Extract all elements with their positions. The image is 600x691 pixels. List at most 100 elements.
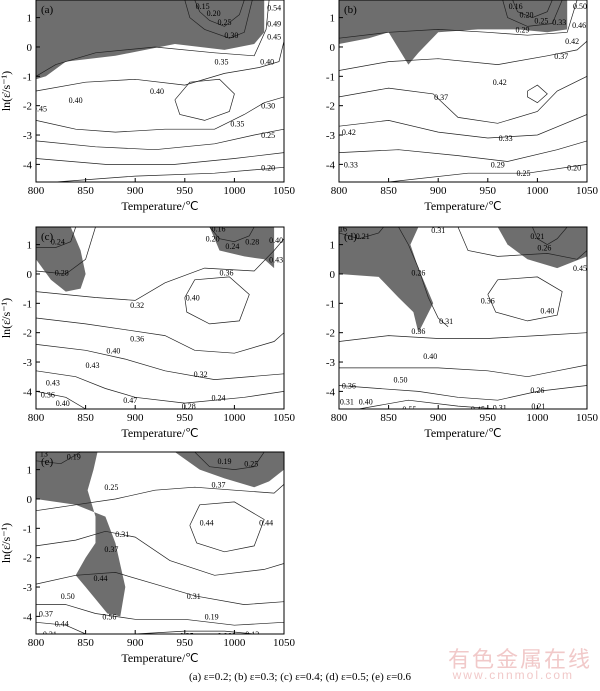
y-tick-label: 0 (330, 269, 336, 281)
x-tick-label: 900 (127, 412, 144, 424)
y-tick-label: -3 (326, 357, 336, 369)
x-tick-label: 1000 (223, 185, 246, 197)
contour-label: 0.31 (493, 404, 507, 413)
contour-label: 0.13 (245, 630, 259, 639)
contour-line (184, 0, 253, 39)
x-tick-label: 1050 (273, 185, 296, 197)
contour-label: 0.44 (93, 574, 107, 583)
plot-area: 0.240.280.160.200.24 0.28 0.400.430.360.32… (36, 227, 284, 417)
contour-line (339, 40, 587, 71)
contour-line (174, 78, 235, 121)
x-tick-label: 850 (77, 185, 94, 197)
contour-line (194, 452, 265, 470)
contour-label: 0.25 (517, 169, 531, 178)
contour-label: 0.40 (106, 346, 120, 355)
contour-line (36, 370, 284, 404)
plot-area: 13 0.190.250.19 0.250.370.44 0.440.310.370.… (36, 452, 284, 640)
y-tick-label: -4 (23, 611, 33, 623)
contour-line (36, 452, 81, 465)
x-tick-label: 850 (380, 412, 397, 424)
y-tick-label: -3 (326, 130, 336, 142)
contour-label: 0.32 (130, 301, 144, 310)
x-tick-label: 800 (331, 185, 348, 197)
contour-label: 0.50 (573, 2, 587, 11)
contour-label: 0.56 (102, 612, 116, 621)
contour-line (358, 399, 498, 409)
contour-label: 0.44 (200, 518, 214, 527)
contour-label: 0.21 (530, 232, 544, 241)
contour-line (36, 621, 86, 634)
y-tick-label: 1 (330, 13, 336, 25)
y-tick-label: -2 (326, 328, 335, 340)
contour-label: 0.29 (491, 160, 505, 169)
contour-line (209, 227, 255, 243)
contour-label: 0.40 (150, 87, 164, 96)
contour-label: 0.35 (230, 119, 244, 128)
contour-label: 0.43 (269, 255, 283, 264)
x-tick-label: 800 (28, 637, 45, 649)
contour-line (339, 140, 587, 162)
contour-label: 0.26 (530, 386, 544, 395)
x-tick-label: 900 (127, 185, 144, 197)
watermark-url: www.cnnmol.com (452, 668, 574, 682)
contour-label: 0.42 (565, 37, 579, 46)
contour-label: 0.31 (115, 530, 129, 539)
contour-label: 0.40 (260, 58, 274, 67)
chart-panel-c: 0.240.280.160.200.24 0.28 0.400.430.360.32… (0, 226, 296, 440)
contour-label: 0.28 (245, 238, 259, 247)
contour-label: 0.31 (340, 398, 354, 407)
contour-line (512, 0, 553, 18)
contour-label: 0.28 (41, 408, 55, 417)
contour-line (36, 152, 284, 165)
plot-frame (338, 0, 588, 183)
y-tick-label: 0 (27, 494, 33, 506)
contour-line (457, 227, 587, 260)
instability-region (36, 452, 126, 617)
x-tick-label: 800 (331, 412, 348, 424)
plot-frame (35, 226, 285, 410)
instability-region (36, 227, 86, 292)
contour-label: 0.54 (267, 3, 281, 12)
y-tick-label: -4 (23, 386, 33, 398)
contour-label: 0.29 (516, 25, 530, 34)
plot-area: 0.160.200.250.290.33 0.460.500.420.370.37… (339, 0, 587, 182)
contour-line (135, 630, 255, 634)
contour-label: 0.20 (206, 235, 220, 244)
chart-panel-b: 0.160.200.250.290.33 0.460.500.420.370.37… (326, 0, 599, 213)
contour-label: 0.55 (402, 405, 416, 414)
contour-label: 0.20 (519, 11, 533, 20)
plot-frame (338, 226, 588, 410)
contour-label: 0.24 (212, 393, 226, 402)
contour-line (339, 332, 587, 342)
y-tick-label: -1 (326, 71, 335, 83)
chart-panel-a: 0.150.200.250.300.540.490.450.35 0.400.40… (0, 0, 296, 213)
contour-label: 0.20 (207, 9, 221, 18)
instability-region (174, 452, 284, 488)
contour-label: 0.25 (534, 17, 548, 26)
y-tick-label: -1 (23, 523, 32, 535)
x-tick-label: 1050 (576, 185, 599, 197)
x-tick-label: 950 (480, 185, 497, 197)
contour-line (339, 227, 384, 240)
contour-label: 0.46 (572, 21, 586, 30)
contour-label: 0.40 (540, 307, 554, 316)
x-axis-title: Temperature/℃ (121, 199, 198, 213)
x-tick-label: 900 (430, 185, 447, 197)
chart-panel-d: 160.210.260.310.210.260.450.360.400.310.… (326, 226, 599, 440)
instability-region (339, 227, 434, 333)
y-tick-label: -1 (326, 298, 335, 310)
contour-label: 0.066 (217, 631, 235, 640)
contour-label: 0.25 (104, 483, 118, 492)
chart-panel-e: 13 0.190.250.19 0.250.370.44 0.440.310.370.… (0, 451, 296, 665)
y-tick-label: 1 (27, 465, 33, 477)
contour-label: 0.24 (225, 242, 239, 251)
contour-line (36, 317, 284, 354)
panel-label: (a) (41, 4, 54, 16)
contour-label: 0.31 (439, 317, 453, 326)
x-tick-label: 800 (28, 412, 45, 424)
contour-label: 0.40 (69, 96, 83, 105)
contour-label: 0.50 (61, 592, 75, 601)
x-tick-label: 1000 (526, 185, 549, 197)
x-tick-label: 950 (177, 185, 194, 197)
contour-label: 0.40 (423, 352, 437, 361)
